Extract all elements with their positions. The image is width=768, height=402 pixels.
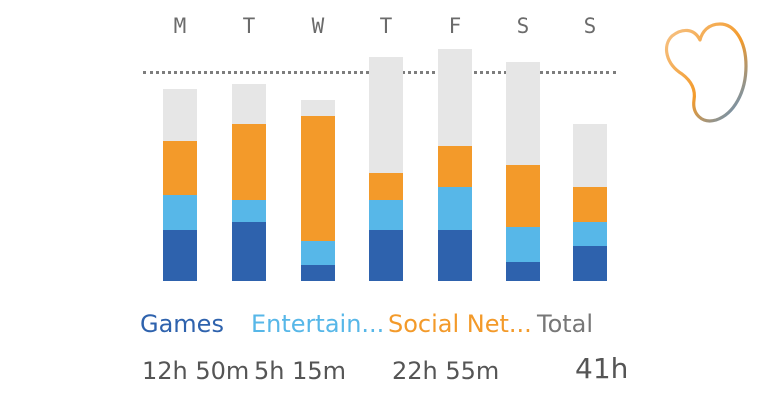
day-usage-bar [573, 124, 607, 281]
bar-segment-entertainment [301, 240, 335, 265]
day-usage-bar [506, 62, 540, 281]
legend-total-label: Total [537, 310, 594, 338]
bar-segment-other [438, 48, 472, 146]
bar-segment-games [232, 221, 266, 281]
bar-segment-other [506, 62, 540, 165]
day-label: F [448, 14, 462, 38]
bar-segment-social [438, 146, 472, 187]
day-label: W [311, 14, 325, 38]
legend-games-label: Games [140, 310, 224, 338]
bar-segment-other [369, 56, 403, 173]
bar-segment-entertainment [232, 200, 266, 222]
bar-segment-games [573, 245, 607, 281]
bar-segment-social [573, 186, 607, 222]
bar-segment-social [506, 164, 540, 227]
day-label: M [173, 14, 187, 38]
bar-segment-games [506, 262, 540, 281]
bar-segment-entertainment [506, 227, 540, 263]
heart-logo-icon [664, 22, 748, 123]
bar-segment-entertainment [163, 194, 197, 230]
day-usage-bar [163, 89, 197, 281]
bar-segment-games [438, 229, 472, 281]
legend-entertainment-value: 5h 15m [254, 357, 347, 385]
bar-segment-games [163, 229, 197, 281]
day-usage-bar [301, 100, 335, 281]
bar-segment-entertainment [438, 186, 472, 230]
legend-entertainment-label: Entertain... [251, 310, 385, 338]
legend-total-value: 41h [575, 352, 629, 385]
bar-segment-games [301, 264, 335, 281]
bar-segment-other [163, 89, 197, 141]
bar-segment-other [573, 124, 607, 187]
legend-social-label: Social Net... [388, 310, 532, 338]
bar-segment-other [232, 83, 266, 125]
bar-segment-social [301, 116, 335, 241]
day-label: S [583, 14, 597, 38]
legend-games-value: 12h 50m [142, 357, 250, 385]
day-label: T [242, 14, 256, 38]
day-usage-bar [232, 83, 266, 281]
bar-segment-entertainment [573, 221, 607, 246]
bar-segment-social [163, 140, 197, 195]
day-label: S [516, 14, 530, 38]
bar-segment-social [232, 124, 266, 200]
bar-segment-games [369, 229, 403, 281]
day-usage-bar [438, 48, 472, 281]
day-label: T [379, 14, 393, 38]
bar-segment-social [369, 173, 403, 200]
bar-segment-other [301, 100, 335, 117]
legend-social-value: 22h 55m [392, 357, 500, 385]
bar-segment-entertainment [369, 200, 403, 230]
day-usage-bar [369, 56, 403, 281]
